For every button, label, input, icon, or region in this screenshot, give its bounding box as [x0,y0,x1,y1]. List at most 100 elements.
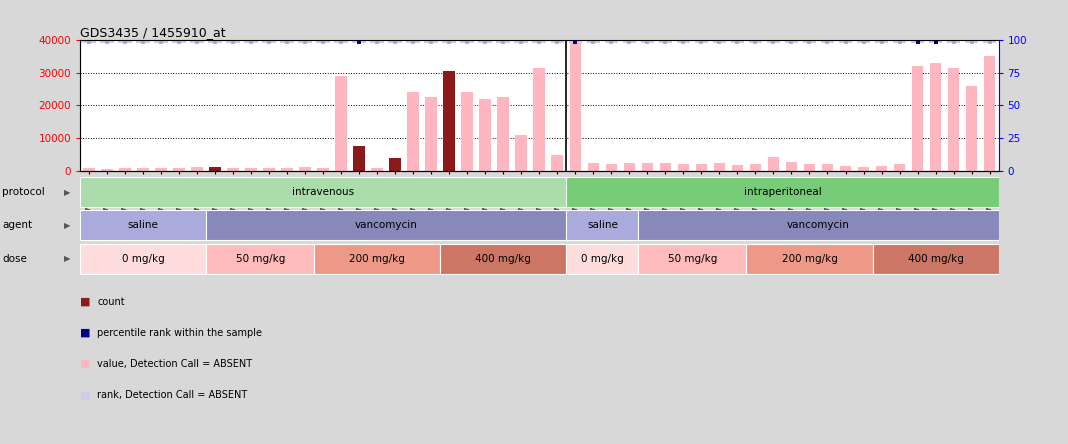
Bar [172,39,186,43]
Text: 200 mg/kg: 200 mg/kg [782,254,837,264]
Bar [263,39,276,43]
Bar [642,163,654,171]
Text: intravenous: intravenous [293,187,355,197]
Bar [190,39,204,43]
Bar [659,39,672,43]
Text: 200 mg/kg: 200 mg/kg [349,254,405,264]
Bar [82,39,96,43]
Text: ▶: ▶ [64,187,70,197]
Bar [550,39,564,43]
Bar [299,166,311,171]
Text: GDS3435 / 1455910_at: GDS3435 / 1455910_at [80,26,225,39]
Bar [965,86,977,171]
Bar [352,39,366,43]
Bar [334,39,348,43]
Bar [893,39,907,43]
Bar [606,164,617,171]
Bar [694,39,708,43]
Bar [623,39,637,43]
Bar [639,210,999,240]
Bar [209,167,221,171]
Bar [768,157,780,171]
Bar [641,39,655,43]
Bar [838,39,852,43]
Bar [317,168,329,171]
Bar [983,39,996,43]
Bar [335,76,347,171]
Text: 50 mg/kg: 50 mg/kg [668,254,717,264]
Bar [80,244,206,274]
Bar [173,168,185,171]
Bar [786,162,798,171]
Bar [839,166,851,171]
Text: saline: saline [128,220,158,230]
Bar [245,39,258,43]
Bar [101,169,113,171]
Bar [227,168,239,171]
Text: dose: dose [2,254,27,264]
Bar [566,177,999,207]
Bar [281,168,293,171]
Text: agent: agent [2,220,32,230]
Bar [964,39,978,43]
Text: ■: ■ [80,297,91,307]
Bar [371,39,384,43]
Bar [873,244,999,274]
Bar [911,39,925,43]
Bar [713,163,725,171]
Bar [566,244,639,274]
Bar [154,39,168,43]
Bar [442,39,456,43]
Bar [478,39,492,43]
Bar [712,39,726,43]
Text: 0 mg/kg: 0 mg/kg [122,254,164,264]
Bar [100,39,114,43]
Bar [424,39,438,43]
Bar [587,163,599,171]
Bar [372,168,383,171]
Bar [660,163,672,171]
Text: intraperitoneal: intraperitoneal [743,187,821,197]
Bar [695,164,707,171]
Bar [120,168,131,171]
Bar [857,39,870,43]
Bar [731,39,744,43]
Bar [767,39,781,43]
Bar [639,244,747,274]
Bar [316,39,330,43]
Text: ■: ■ [80,390,91,400]
Text: percentile rank within the sample: percentile rank within the sample [97,328,262,338]
Text: ▶: ▶ [64,221,70,230]
Bar [191,167,203,171]
Bar [677,164,689,171]
Bar [155,168,167,171]
Bar [946,39,960,43]
Bar [803,164,815,171]
Bar [480,99,491,171]
Bar [533,39,546,43]
Bar [732,165,743,171]
Bar [390,158,402,171]
Bar [676,39,690,43]
Bar [407,92,419,171]
Text: ■: ■ [80,328,91,338]
Bar [461,92,473,171]
Bar [206,244,314,274]
Text: 50 mg/kg: 50 mg/kg [236,254,285,264]
Bar [119,39,132,43]
Bar [80,177,566,207]
Bar [83,168,95,171]
Bar [534,68,545,171]
Bar [498,97,509,171]
Bar [785,39,798,43]
Bar [747,244,873,274]
Bar [858,167,869,171]
Text: 400 mg/kg: 400 mg/kg [908,254,963,264]
Text: rank, Detection Call = ABSENT: rank, Detection Call = ABSENT [97,390,248,400]
Bar [137,39,150,43]
Text: ▶: ▶ [64,254,70,263]
Bar [803,39,816,43]
Bar [820,39,834,43]
Bar [497,39,511,43]
Bar [947,68,959,171]
